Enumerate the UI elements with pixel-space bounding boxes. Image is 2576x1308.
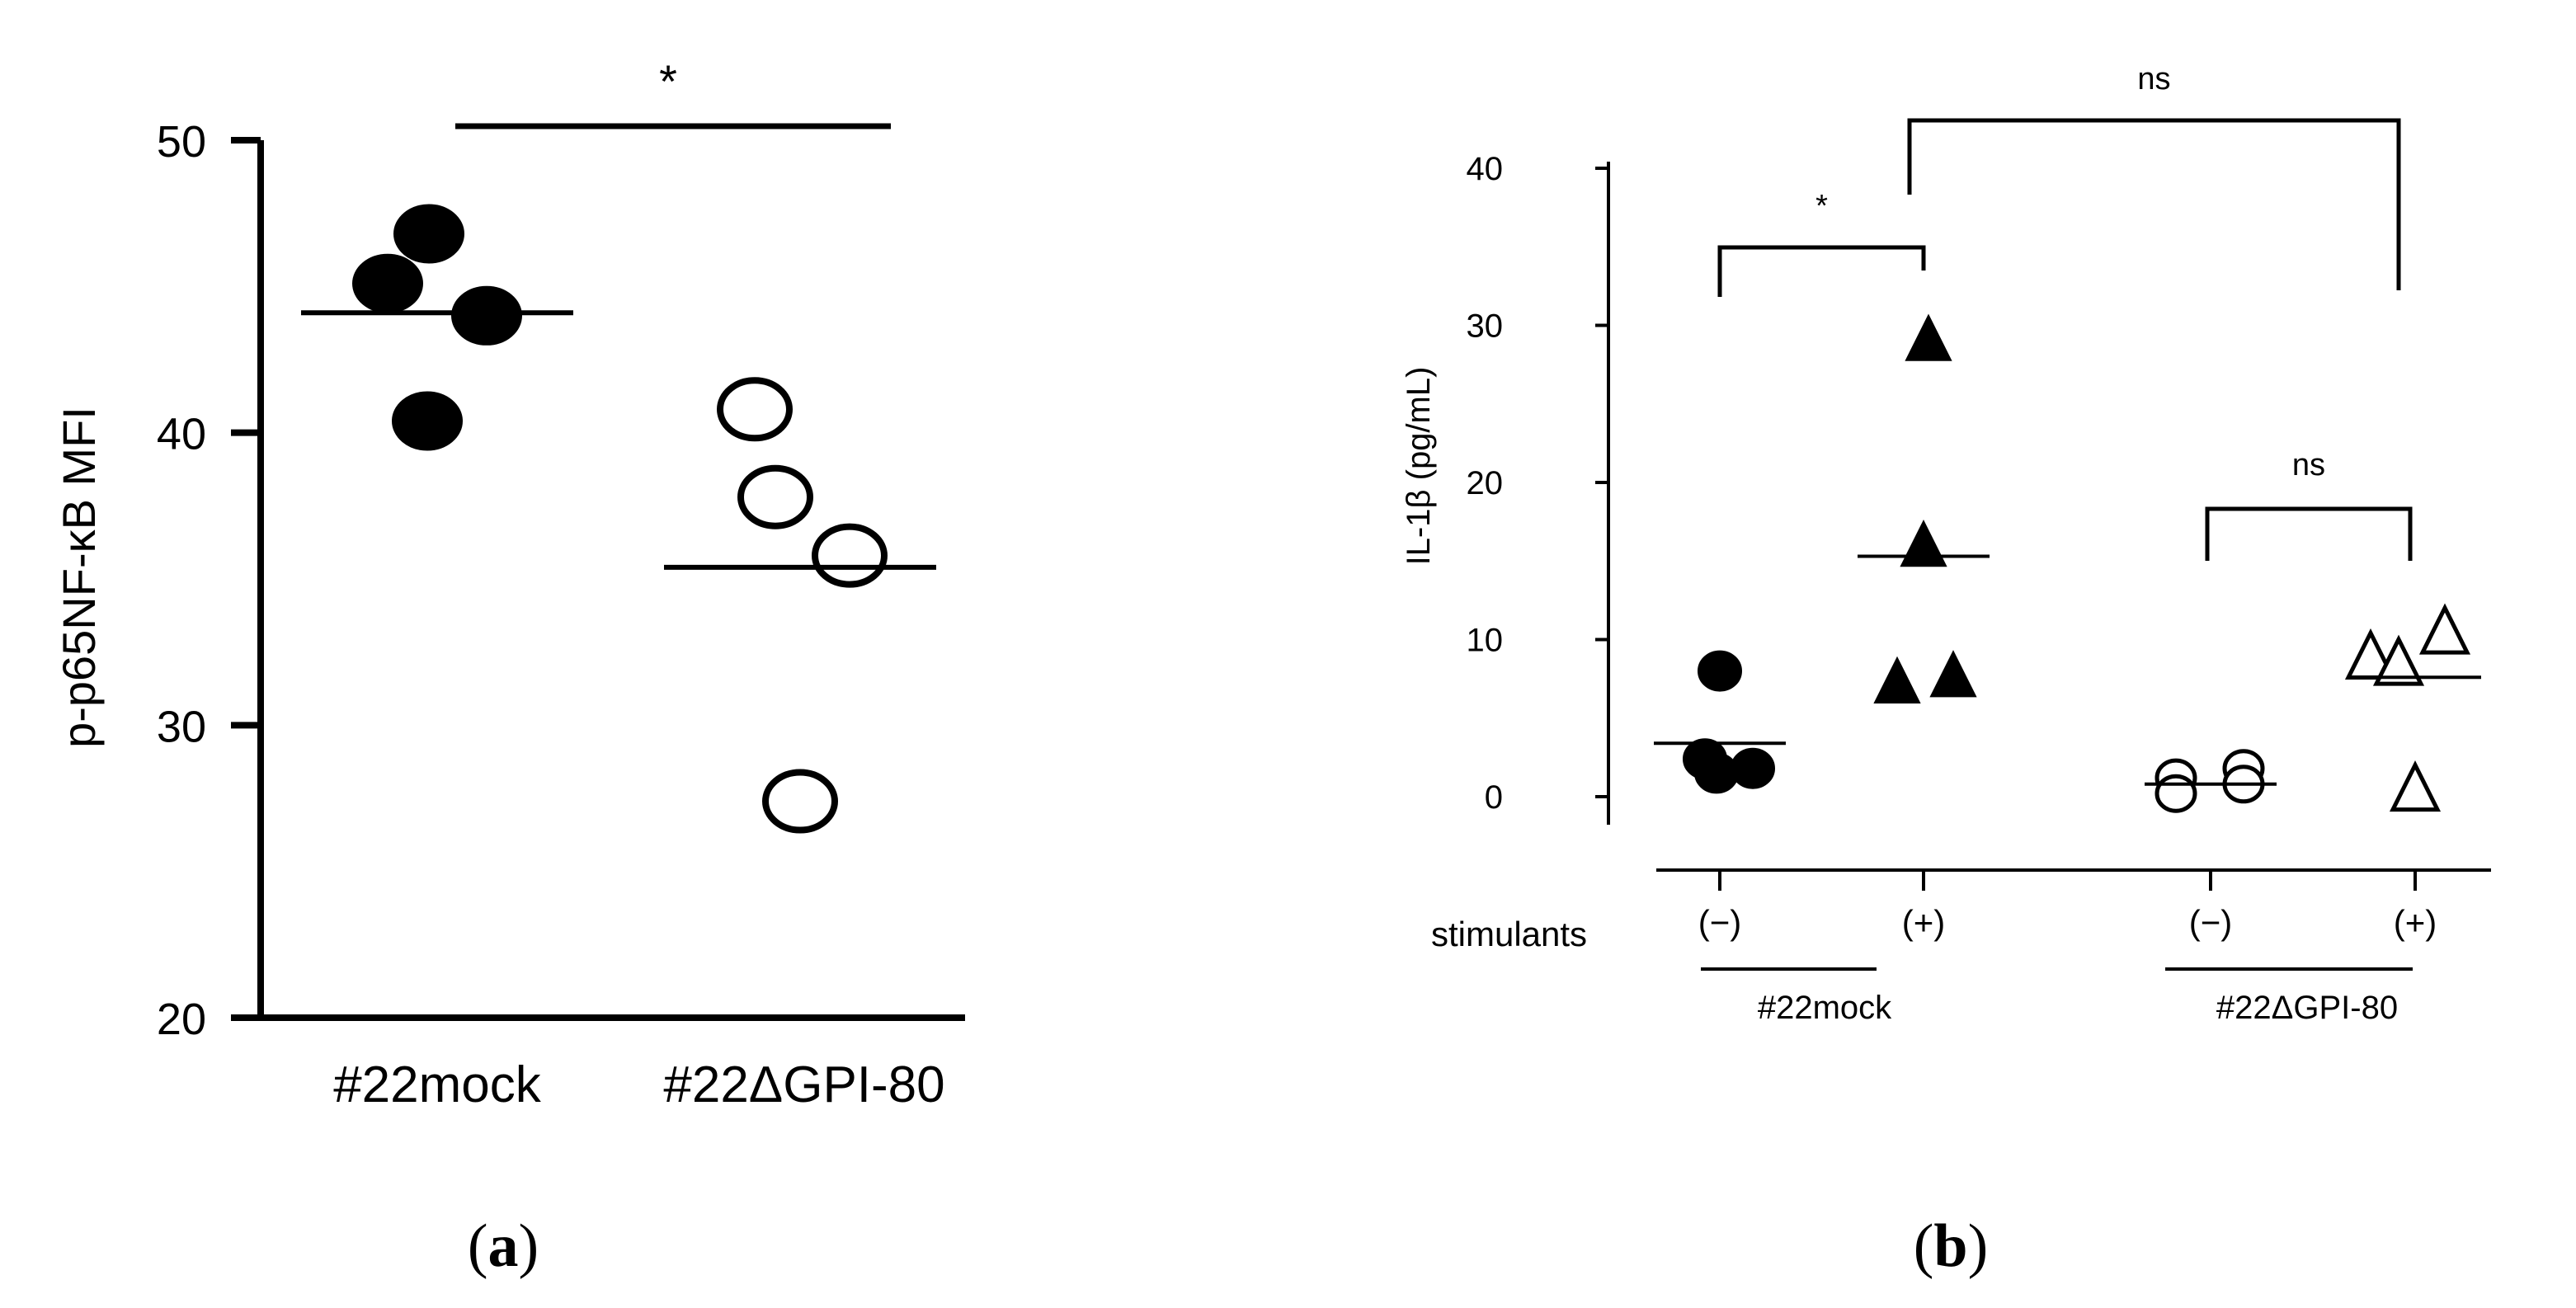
panel-b-y-tick-label: 0 xyxy=(1485,779,1503,816)
panel-a-data-point xyxy=(393,204,464,264)
panel-b-y-axis-label: IL-1β (pg/mL) xyxy=(1401,367,1437,566)
panel-a-y-tick-label: 30 xyxy=(157,702,206,751)
panel-b-data-point xyxy=(1900,520,1947,567)
panel-b-significance-label: * xyxy=(1815,189,1828,223)
panel-a-y-axis-label: p-p65NF-κB MFI xyxy=(53,407,105,748)
panel-b-significance-label: ns xyxy=(2292,448,2325,482)
panel-b-data-point xyxy=(1731,747,1775,789)
panel-b-category-label: (+) xyxy=(1902,903,1946,942)
panel-a-significance-label: * xyxy=(659,55,677,107)
panel-b-y-tick-label: 20 xyxy=(1467,465,1504,501)
panel-b-data-point xyxy=(1873,656,1921,704)
panel-b-significance-label: ns xyxy=(2137,62,2170,96)
panel-a-y-tick-label: 50 xyxy=(157,117,206,167)
panel-b-data-point xyxy=(1905,313,1952,361)
panel-b-group-label: #22ΔGPI-80 xyxy=(2216,990,2398,1026)
panel-b-y-tick-label: 40 xyxy=(1467,151,1504,187)
panel-a-y-tick-label: 20 xyxy=(157,995,206,1044)
panel-b-data-point xyxy=(2372,634,2425,686)
panel-a-data-point xyxy=(451,285,522,346)
panel-b-chart: 0 10 20 30 40 * ns ns IL-1β (pg/mL) stimulants… xyxy=(1401,62,2491,1026)
panel-a-data-point xyxy=(812,523,888,588)
panel-b-significance-bracket xyxy=(2205,506,2413,561)
panel-b-category-label: (+) xyxy=(2394,903,2437,942)
panel-b-label: (b) xyxy=(1914,1212,1988,1280)
panel-a-data-point xyxy=(717,377,793,442)
panel-a-label: (a) xyxy=(468,1212,539,1280)
panel-b-stimulants-label: stimulants xyxy=(1431,915,1587,953)
panel-a-category-label: #22ΔGPI-80 xyxy=(663,1056,944,1113)
panel-b-y-tick-label: 10 xyxy=(1467,623,1504,659)
panel-a-data-point xyxy=(737,464,813,529)
panel-a-y-tick-label: 40 xyxy=(157,410,206,459)
panel-b-y-tick-label: 30 xyxy=(1467,308,1504,345)
panel-a-chart: 20 30 40 50 * p-p65NF-κB MFI #22mock #22ΔGP… xyxy=(53,55,965,1113)
panel-b-data-point xyxy=(2389,760,2442,812)
panel-b-group-label: #22mock xyxy=(1758,990,1892,1026)
panel-b-data-point xyxy=(1929,650,1977,698)
panel-b-category-label: (−) xyxy=(1698,903,1742,942)
panel-b-category-label: (−) xyxy=(2189,903,2233,942)
panel-a-data-point xyxy=(392,391,463,451)
panel-a-category-label: #22mock xyxy=(333,1056,542,1113)
panel-b-data-point xyxy=(2155,774,2197,813)
panel-a-data-point xyxy=(352,253,423,313)
panel-a-data-point xyxy=(762,769,838,834)
panel-b-data-point xyxy=(1698,650,1742,692)
panel-b-data-point xyxy=(2418,603,2471,655)
panel-b-significance-bracket xyxy=(1907,118,2401,290)
panel-b-significance-bracket xyxy=(1717,245,1926,297)
